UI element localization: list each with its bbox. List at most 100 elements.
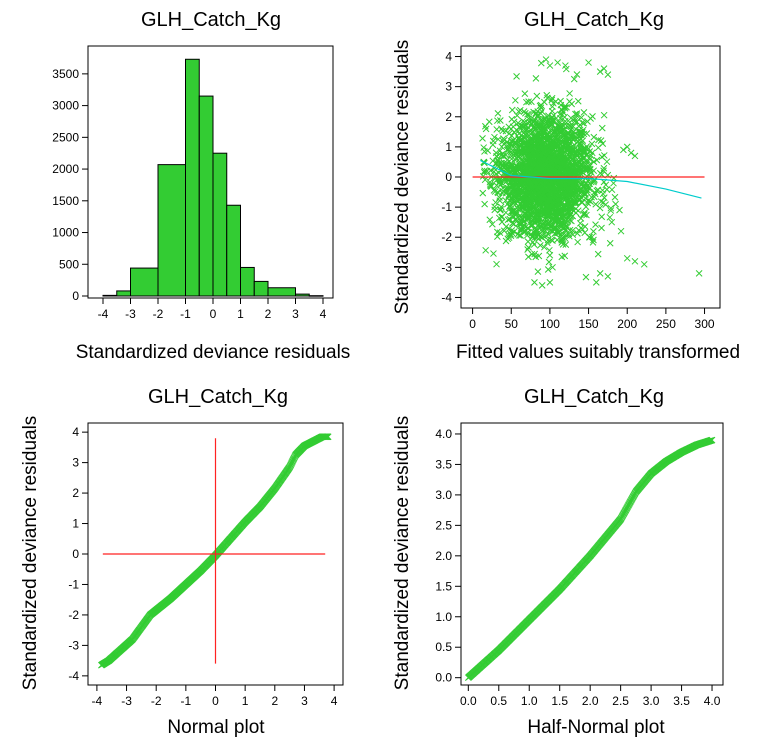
residual-point bbox=[537, 59, 545, 67]
residual-point bbox=[552, 188, 560, 196]
residual-point bbox=[557, 123, 565, 130]
residual-point bbox=[562, 138, 570, 145]
residual-point bbox=[481, 176, 489, 184]
residual-point bbox=[552, 224, 560, 232]
histogram-bar bbox=[116, 290, 131, 297]
residual-point bbox=[567, 114, 575, 122]
half-normal-plot-points bbox=[464, 436, 716, 682]
residual-point bbox=[504, 145, 512, 153]
residual-point bbox=[580, 119, 588, 127]
y-tick-label: -2 bbox=[68, 608, 79, 622]
half-normal-quantile-point bbox=[708, 436, 716, 444]
residual-point bbox=[502, 185, 510, 193]
residual-outlier-point bbox=[542, 56, 550, 63]
residual-point bbox=[541, 192, 549, 200]
residual-point bbox=[547, 135, 555, 143]
residual-point bbox=[550, 199, 557, 207]
residual-point bbox=[514, 119, 522, 127]
residual-point bbox=[533, 227, 541, 235]
x-tick-label: 4 bbox=[320, 307, 327, 321]
x-tick-label: 1 bbox=[237, 307, 244, 321]
y-tick-label: 3000 bbox=[52, 99, 79, 113]
residual-point bbox=[503, 188, 511, 196]
x-tick-label: 150 bbox=[579, 317, 599, 331]
residual-outlier-point bbox=[604, 71, 612, 78]
histogram-bar bbox=[226, 204, 241, 297]
residual-point bbox=[608, 186, 616, 194]
x-tick-label: 1 bbox=[242, 694, 249, 708]
residual-point bbox=[498, 213, 506, 221]
residual-point bbox=[546, 135, 554, 142]
residual-point bbox=[548, 142, 556, 150]
histogram-ticks: -4 -3 -2 -1 0 1 2 3 4 0 500 1000 1500 2000 2500 3000 350… bbox=[52, 67, 326, 321]
residual-point bbox=[536, 161, 544, 168]
residual-point bbox=[555, 154, 563, 162]
residual-point bbox=[538, 108, 546, 115]
residual-point bbox=[484, 147, 492, 154]
histogram-bar bbox=[198, 95, 214, 297]
residual-point bbox=[548, 94, 556, 102]
residual-point bbox=[516, 106, 524, 114]
residual-point bbox=[570, 75, 578, 83]
residual-point bbox=[556, 199, 563, 207]
residual-point bbox=[554, 196, 562, 204]
y-tick-label: 2000 bbox=[52, 162, 79, 176]
x-tick-label: -3 bbox=[121, 694, 132, 708]
residual-outlier-point bbox=[585, 59, 592, 66]
residual-point bbox=[558, 213, 566, 221]
residual-point bbox=[482, 125, 490, 133]
residual-point bbox=[569, 170, 577, 178]
residual-outlier-point bbox=[620, 146, 627, 154]
normal-quantile-point bbox=[324, 433, 332, 441]
histogram-xlabel: Standardized deviance residuals bbox=[76, 342, 351, 363]
residual-point bbox=[498, 179, 506, 187]
residual-point bbox=[559, 201, 567, 209]
residual-point bbox=[583, 143, 591, 150]
residual-point bbox=[511, 184, 518, 192]
residual-point bbox=[548, 107, 556, 115]
residual-point bbox=[567, 193, 575, 201]
x-tick-label: 0 bbox=[210, 307, 217, 321]
residual-point bbox=[566, 139, 574, 147]
residual-point bbox=[541, 115, 549, 123]
histogram-bar bbox=[102, 294, 118, 297]
y-tick-label: 1.5 bbox=[435, 579, 452, 593]
normal-plot-points bbox=[97, 433, 332, 669]
residual-outlier-point bbox=[554, 59, 561, 66]
residual-point bbox=[573, 118, 581, 126]
y-tick-label: 0.0 bbox=[435, 671, 452, 685]
residual-point bbox=[524, 110, 531, 118]
residual-point bbox=[570, 141, 578, 149]
x-tick-label: -2 bbox=[151, 694, 162, 708]
residual-point bbox=[536, 241, 544, 249]
residual-point bbox=[553, 167, 561, 175]
residual-point bbox=[540, 210, 547, 217]
residual-point bbox=[530, 192, 537, 200]
residual-point bbox=[491, 206, 499, 214]
residual-point bbox=[603, 158, 611, 166]
residual-point bbox=[497, 205, 504, 213]
residual-point bbox=[510, 128, 518, 136]
residual-point bbox=[583, 130, 591, 137]
residual-point bbox=[563, 231, 570, 239]
residual-point bbox=[485, 118, 493, 126]
x-tick-label: 0 bbox=[469, 317, 476, 331]
residuals-fitted-lines bbox=[472, 159, 705, 199]
residual-point bbox=[482, 246, 490, 254]
residual-point bbox=[502, 197, 510, 204]
residual-point bbox=[479, 189, 487, 197]
residual-point bbox=[564, 135, 572, 142]
y-tick-label: 1500 bbox=[52, 194, 79, 208]
histogram-bar bbox=[130, 267, 159, 297]
residual-point bbox=[544, 201, 552, 209]
residual-point bbox=[519, 203, 527, 210]
residual-point bbox=[544, 196, 552, 204]
residual-point bbox=[600, 111, 608, 119]
histogram-bar bbox=[295, 293, 310, 297]
y-tick-label: 3.5 bbox=[435, 457, 452, 471]
y-tick-label: 4 bbox=[445, 50, 452, 64]
residual-point bbox=[525, 98, 532, 106]
residual-point bbox=[546, 126, 554, 134]
residual-point bbox=[554, 150, 561, 158]
y-tick-label: 2.0 bbox=[435, 549, 452, 563]
